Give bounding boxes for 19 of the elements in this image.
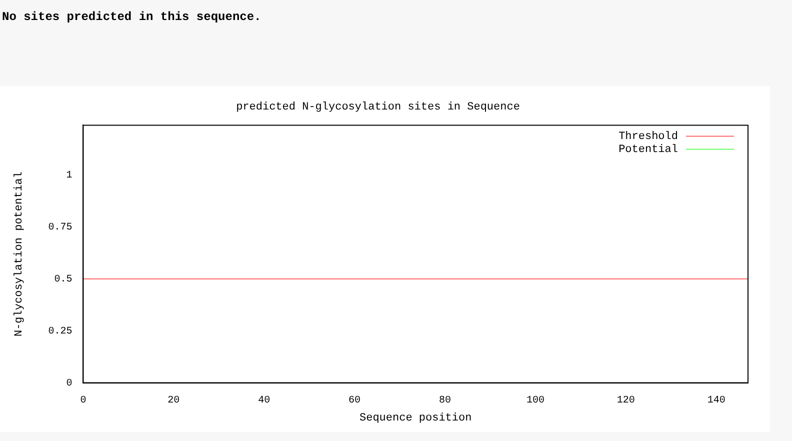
- x-tick-label: 140: [707, 395, 726, 406]
- y-tick-label: 0.25: [48, 326, 72, 338]
- y-tick-label: 0.75: [48, 222, 72, 234]
- y-tick-label: 0: [66, 378, 72, 390]
- chart-title: predicted N-glycosylation sites in Sequence: [236, 102, 520, 114]
- legend-label: Potential: [618, 144, 678, 156]
- x-tick-label: 40: [258, 395, 270, 406]
- legend-label: Threshold: [618, 131, 678, 144]
- x-axis-title: Sequence position: [359, 412, 472, 424]
- x-tick-label: 120: [616, 395, 635, 406]
- x-tick-label: 20: [168, 395, 180, 406]
- x-tick-label: 100: [526, 395, 544, 406]
- x-tick-label: 80: [438, 395, 452, 406]
- y-tick-label: 0.5: [54, 274, 72, 286]
- text: No sites predicted in this sequence.: [2, 10, 262, 24]
- y-axis-title: N-glycosylation potential: [14, 171, 26, 337]
- x-tick-label: 0: [80, 395, 86, 406]
- y-tick-label: 1: [66, 170, 72, 182]
- x-tick-label: 60: [348, 395, 361, 406]
